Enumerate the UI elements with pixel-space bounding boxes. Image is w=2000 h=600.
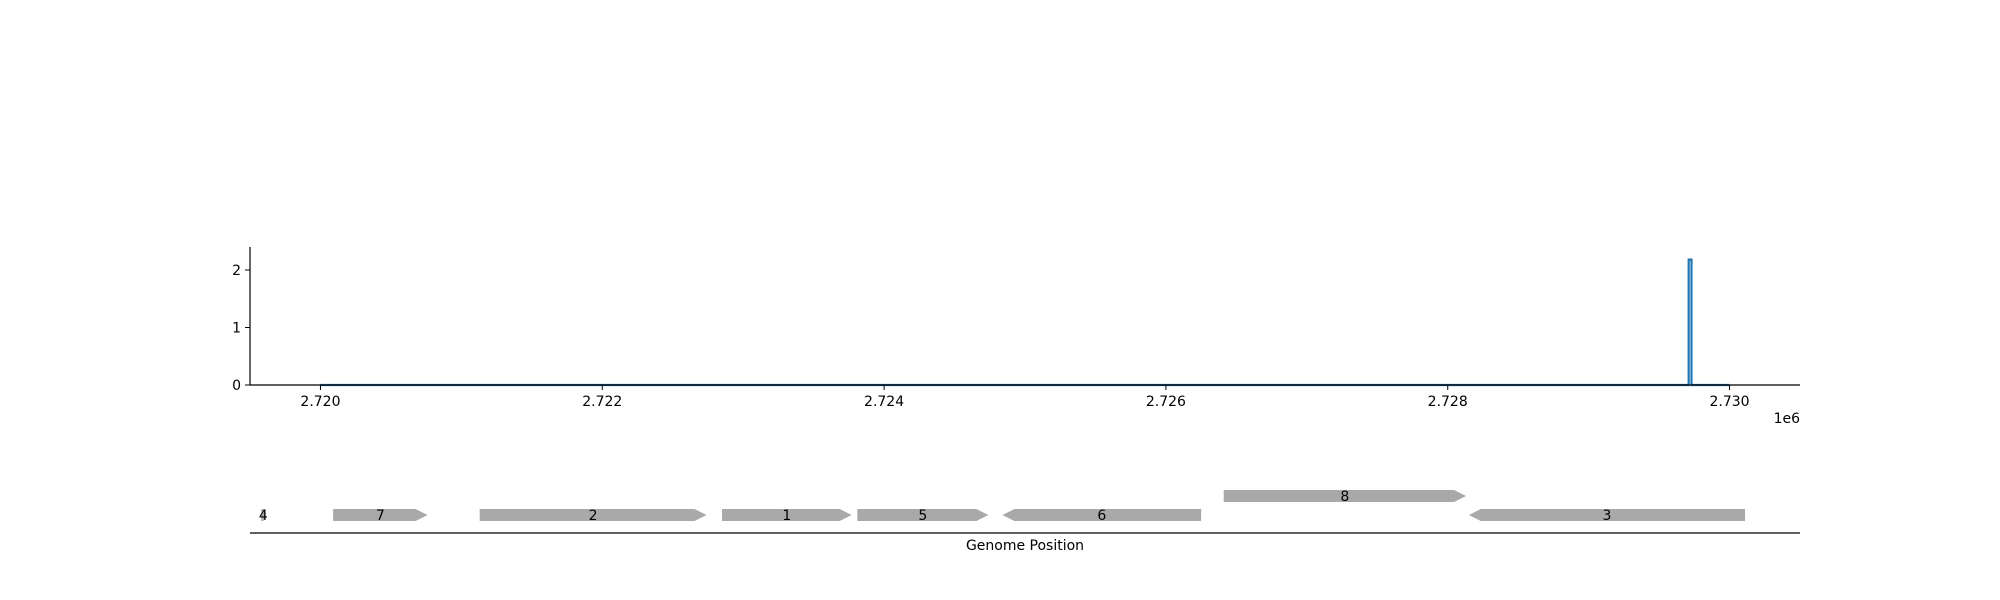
gene-label-1: 1 — [782, 508, 791, 524]
x-tick-label: 2.724 — [864, 394, 904, 410]
gene-label-2: 2 — [589, 508, 598, 524]
x-tick-label: 2.720 — [300, 394, 340, 410]
gene-label-5: 5 — [918, 508, 927, 524]
x-offset-label: 1e6 — [1774, 411, 1801, 427]
x-tick-label: 2.726 — [1146, 394, 1186, 410]
gene-arrow-7 — [333, 509, 428, 521]
coverage-plot: 2.720 2.722 2.724 2.726 2.728 2.730 0 1 2 1e6 — [232, 247, 1800, 427]
coverage-line-layer — [320, 258, 1730, 387]
x-tick-label: 2.722 — [582, 394, 622, 410]
gene-track: 4 7 2 1 5 6 8 3 Genome Position — [250, 489, 1800, 554]
y-tick-label: 1 — [232, 321, 241, 337]
gene-label-8: 8 — [1340, 489, 1349, 505]
gene-arrow-2 — [479, 509, 707, 521]
gene-label-6: 6 — [1097, 508, 1106, 524]
gene-arrow-6 — [1002, 509, 1202, 521]
gene-arrow-3 — [1468, 509, 1746, 521]
y-tick-label: 0 — [232, 378, 241, 394]
gene-track-xlabel: Genome Position — [966, 538, 1084, 554]
gene-layer: 4 7 2 1 5 6 8 3 — [259, 489, 1746, 524]
y-tick-label: 2 — [232, 263, 241, 279]
gene-arrow-1 — [722, 509, 852, 521]
gene-label-3: 3 — [1602, 508, 1611, 524]
x-tick-label: 2.730 — [1709, 394, 1749, 410]
x-tick-label: 2.728 — [1428, 394, 1468, 410]
gene-arrow-5 — [857, 509, 989, 521]
gene-label-4: 4 — [259, 508, 268, 524]
gene-label-7: 7 — [376, 508, 385, 524]
coverage-axes: 2.720 2.722 2.724 2.726 2.728 2.730 0 1 2 — [232, 247, 1800, 410]
gene-arrow-4 — [261, 509, 266, 521]
coverage-series-line-0 — [320, 258, 1730, 387]
gene-arrow-8 — [1223, 490, 1467, 502]
